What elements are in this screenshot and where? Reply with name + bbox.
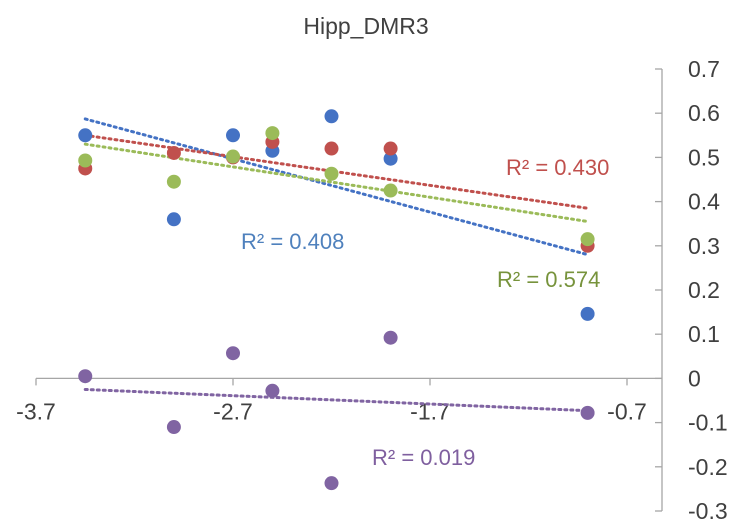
y-tick-label: 0.5: [688, 144, 720, 170]
point-series-3: [78, 153, 93, 168]
y-tick-label: 0: [688, 365, 701, 391]
point-series-3: [324, 166, 339, 181]
point-series-1: [580, 306, 595, 321]
point-series-2: [383, 141, 398, 156]
point-series-3: [580, 232, 595, 247]
point-series-4: [166, 420, 181, 435]
axes: -3.7 -2.7 -1.7 -0.70.70.60.50.40.30.20.10-0…: [16, 56, 727, 524]
y-tick-label: 0.4: [688, 189, 720, 215]
r2-labels: R² = 0.408 R² = 0.430 R² = 0.574 R² = 0.019: [241, 155, 609, 470]
r2-label-series-2: R² = 0.430: [506, 155, 609, 180]
point-series-4: [226, 346, 240, 361]
point-series-2: [324, 141, 339, 156]
x-tick-label: -3.7: [16, 398, 56, 424]
point-series-4: [265, 383, 280, 398]
trendline-series-1: [83, 117, 590, 257]
x-tick-label: -0.7: [607, 398, 647, 424]
y-tick-label: -0.1: [688, 410, 728, 436]
point-series-1: [226, 128, 240, 143]
chart-title: Hipp_DMR3: [303, 13, 428, 39]
point-series-4: [78, 369, 93, 384]
point-series-1: [383, 151, 398, 166]
r2-label-series-3: R² = 0.574: [497, 267, 600, 292]
point-series-3: [226, 149, 240, 164]
point-series-4: [580, 405, 595, 420]
point-series-4: [324, 476, 339, 491]
trendline-series-4: [83, 387, 590, 413]
r2-label-series-1: R² = 0.408: [241, 229, 344, 254]
point-series-1: [166, 212, 181, 227]
y-tick-label: 0.3: [688, 233, 720, 259]
point-series-3: [166, 174, 181, 189]
point-series-3: [265, 126, 280, 141]
y-tick-label: 0.6: [688, 100, 720, 126]
point-series-1: [78, 128, 93, 143]
point-series-4: [383, 330, 398, 345]
y-tick-label: 0.2: [688, 277, 720, 303]
x-tick-label: -2.7: [213, 398, 253, 424]
r2-label-series-4: R² = 0.019: [372, 445, 475, 470]
point-series-2: [166, 145, 181, 160]
y-tick-label: 0.1: [688, 321, 720, 347]
point-series-1: [324, 109, 339, 124]
y-tick-label: -0.3: [688, 498, 728, 524]
y-tick-label: -0.2: [688, 454, 728, 480]
data-points: [78, 109, 595, 491]
y-tick-label: 0.7: [688, 56, 720, 82]
point-series-3: [383, 183, 398, 198]
